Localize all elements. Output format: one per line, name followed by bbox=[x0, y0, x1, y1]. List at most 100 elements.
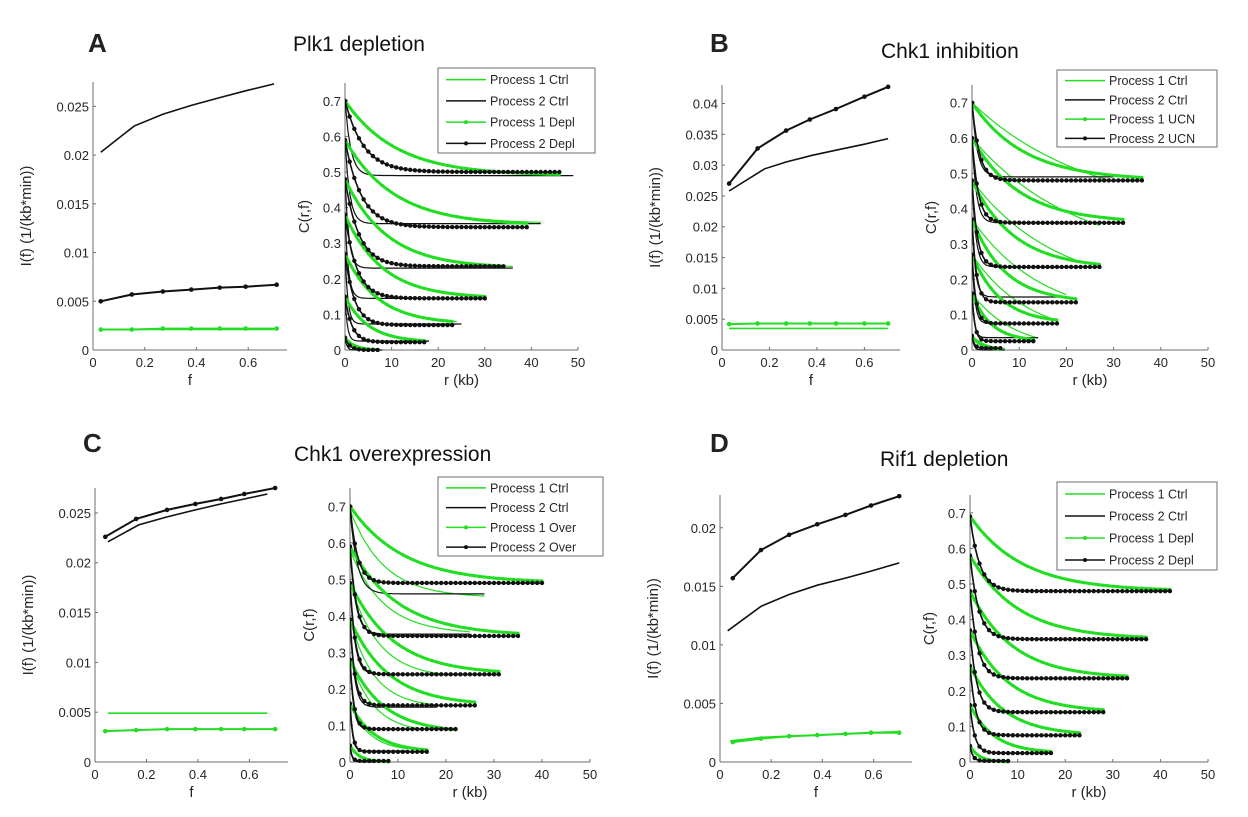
curve-point bbox=[1022, 283, 1026, 287]
curve-point bbox=[996, 674, 1001, 679]
curve-point bbox=[1077, 629, 1082, 633]
curve-point bbox=[1007, 177, 1012, 183]
curve-point bbox=[391, 547, 395, 551]
curve-point bbox=[1029, 676, 1035, 681]
curve-point bbox=[440, 224, 446, 230]
curve-point bbox=[358, 517, 362, 521]
curve-point bbox=[510, 169, 515, 175]
y-tick-label: 0 bbox=[82, 343, 89, 358]
curve-point bbox=[1041, 316, 1045, 320]
curve-point bbox=[1125, 634, 1129, 638]
curve-point bbox=[1054, 664, 1058, 669]
y-tick-label: 0.02 bbox=[66, 556, 91, 571]
curve-point bbox=[1064, 178, 1069, 183]
curve-point bbox=[1048, 636, 1054, 642]
curve-point bbox=[1007, 321, 1012, 326]
curve-point bbox=[487, 672, 492, 677]
curve-point bbox=[455, 292, 459, 296]
curve-point bbox=[398, 295, 404, 300]
curve-point bbox=[491, 633, 497, 639]
curve-point bbox=[419, 726, 425, 732]
curve-point bbox=[1063, 676, 1068, 681]
data-point bbox=[129, 292, 135, 297]
curve-point bbox=[429, 672, 434, 677]
y-tick-label: 0 bbox=[959, 755, 966, 770]
curve-point bbox=[1092, 220, 1097, 225]
curve-point bbox=[1039, 636, 1044, 642]
curve-point bbox=[391, 726, 396, 732]
curve-point bbox=[362, 607, 366, 611]
curve-point bbox=[1024, 750, 1030, 756]
data-point bbox=[160, 289, 166, 294]
curve-point bbox=[979, 343, 984, 347]
curve-point bbox=[1017, 308, 1021, 313]
curve-point bbox=[1082, 670, 1086, 674]
curve-point bbox=[1082, 588, 1087, 594]
curve-point bbox=[459, 169, 464, 175]
curve-point bbox=[348, 186, 352, 191]
curve-point bbox=[370, 319, 376, 324]
curve-point bbox=[371, 257, 375, 261]
curve-point bbox=[445, 296, 450, 301]
curve-point bbox=[991, 672, 996, 677]
curve-point bbox=[415, 612, 419, 616]
curve-point bbox=[970, 628, 973, 633]
curve-point bbox=[511, 633, 516, 639]
curve-point bbox=[386, 580, 391, 585]
curve-point bbox=[459, 166, 464, 170]
x-tick-label: 50 bbox=[571, 355, 585, 370]
curve-point bbox=[1050, 300, 1055, 305]
curve-point bbox=[1043, 588, 1049, 594]
curve-point bbox=[1064, 166, 1068, 170]
plot-area bbox=[727, 493, 902, 745]
curve-point bbox=[424, 580, 429, 586]
curve-point bbox=[371, 578, 377, 583]
curve-point bbox=[385, 333, 389, 337]
curve-point bbox=[1067, 709, 1073, 715]
curve-point bbox=[394, 221, 399, 226]
curve-point bbox=[1088, 170, 1092, 174]
curve-point bbox=[445, 291, 450, 295]
curve-point bbox=[1039, 618, 1043, 623]
curve-point bbox=[1106, 178, 1112, 183]
curve-point bbox=[1017, 220, 1022, 225]
curve-point bbox=[478, 218, 482, 222]
y-tick-label: 0.1 bbox=[950, 308, 968, 323]
curve-point bbox=[1067, 588, 1073, 594]
curve-point bbox=[408, 167, 413, 173]
curve-point bbox=[1121, 217, 1125, 221]
curve-point bbox=[1043, 750, 1049, 756]
data-point bbox=[786, 532, 792, 538]
panel-title-b: Chk1 inhibition bbox=[881, 40, 1019, 63]
curve-point bbox=[1048, 750, 1054, 756]
curve-point bbox=[382, 667, 386, 672]
curve-point bbox=[482, 575, 486, 579]
curve-point bbox=[417, 251, 422, 255]
curve-point bbox=[998, 133, 1002, 137]
curve-point bbox=[1068, 300, 1074, 305]
curve-point bbox=[348, 261, 352, 265]
curve-point bbox=[362, 758, 367, 764]
curve-point bbox=[357, 202, 361, 206]
data-point bbox=[833, 321, 839, 326]
curve-point bbox=[1025, 692, 1029, 696]
curve-point bbox=[391, 675, 395, 680]
curve-point bbox=[399, 148, 403, 153]
panel-title-c: Chk1 overexpression bbox=[294, 443, 492, 466]
curve-point bbox=[391, 639, 395, 643]
curve-point bbox=[1024, 636, 1030, 642]
y-axis-label: C(r,f) bbox=[301, 608, 318, 641]
series-line-process-1-over bbox=[105, 728, 276, 733]
curve-point bbox=[431, 317, 436, 321]
curve-point bbox=[1030, 747, 1034, 752]
curve-point bbox=[977, 719, 982, 725]
curve-point bbox=[1002, 300, 1008, 305]
curve-point bbox=[1020, 676, 1025, 681]
curve-point bbox=[1083, 264, 1088, 270]
curve-point bbox=[410, 580, 415, 586]
legend-marker bbox=[1083, 558, 1087, 562]
curve-point bbox=[1106, 673, 1110, 677]
y-tick-label: 0 bbox=[339, 755, 346, 770]
y-tick-label: 0.2 bbox=[948, 684, 966, 699]
